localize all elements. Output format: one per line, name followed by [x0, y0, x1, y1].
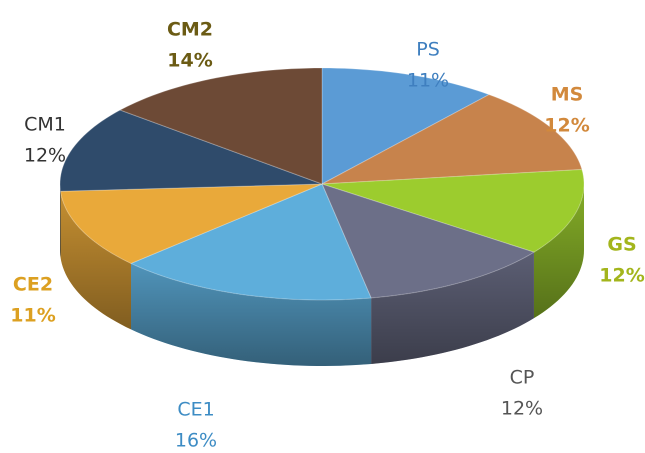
category-label: MS	[551, 84, 584, 106]
pie-slice	[59, 109, 323, 192]
pie-side-shade	[131, 263, 372, 366]
value-label: 12%	[501, 398, 543, 420]
pie-slice	[321, 183, 536, 299]
pie-slice	[321, 168, 585, 253]
pie-slice	[321, 94, 583, 185]
pie-slice	[59, 183, 323, 264]
pie-sides	[60, 184, 584, 366]
category-label: PS	[416, 39, 440, 61]
pie-side-shade	[533, 184, 584, 319]
category-label: CE2	[13, 274, 53, 296]
value-label: 12%	[24, 145, 66, 167]
pie-slice	[321, 67, 491, 185]
value-label: 12%	[599, 265, 644, 287]
value-label: 12%	[544, 115, 589, 137]
pie-labels: PS 11% MS 12% GS 12% CP 12% CE1 16% CE2 11% CM1 12% CM…	[10, 19, 644, 452]
category-label: CE1	[177, 399, 214, 421]
value-label: 14%	[167, 50, 212, 72]
pie-slice	[129, 183, 372, 301]
category-label: GS	[607, 234, 636, 256]
pie-side-shade	[371, 252, 534, 364]
pie-slice	[118, 67, 323, 185]
category-label: CP	[510, 367, 535, 389]
value-label: 11%	[10, 305, 55, 327]
value-label: 11%	[407, 70, 449, 92]
pie-side-shade	[60, 191, 132, 330]
pie-side-shade	[60, 184, 61, 258]
pie-tops	[59, 67, 585, 301]
category-label: CM1	[24, 114, 66, 136]
value-label: 16%	[175, 430, 217, 452]
category-label: CM2	[167, 19, 213, 41]
